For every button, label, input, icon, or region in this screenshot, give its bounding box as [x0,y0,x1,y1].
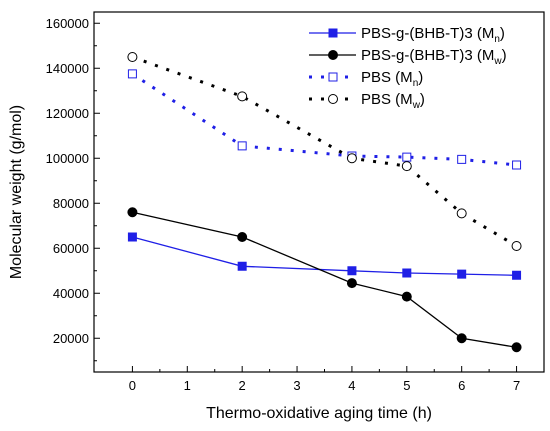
series-2 [127,69,522,170]
data-point-s1-6 [456,333,467,344]
data-point-s0-6 [457,269,467,279]
data-point-s2-0 [127,69,137,79]
x-axis-title: Thermo-oxidative aging time (h) [206,405,432,422]
x-axis: 0 1 2 3 4 5 6 7 [129,366,520,393]
legend-label-3: PBS (Mw) [361,91,425,111]
data-point-s3-7 [511,241,522,251]
legend-item-2: PBS (Mn) [309,69,423,89]
legend-marker-2 [328,72,338,82]
legend-label-1: PBS-g-(BHB-T)3 (Mw) [361,47,507,67]
legend-label-2: PBS (Mn) [361,69,423,89]
data-point-s3-5 [401,161,412,172]
data-point-s1-7 [511,342,522,353]
y-tick-label-120000: 120000 [46,106,89,121]
series-line-2 [131,72,517,167]
data-point-s2-6 [457,154,467,164]
series-3 [127,52,522,251]
series-line-0 [132,236,517,276]
series-0 [127,232,522,280]
x-tick-label-3: 3 [293,378,300,393]
y-axis-title: Molecular weight (g/mol) [8,105,25,279]
x-tick-label-0: 0 [129,378,136,393]
x-tick-label-4: 4 [348,378,355,393]
legend-item-1: PBS-g-(BHB-T)3 (Mw) [309,47,507,67]
y-tick-label-80000: 80000 [53,196,89,211]
legend-label-0: PBS-g-(BHB-T)3 (Mn) [361,25,505,45]
x-tick-label-1: 1 [184,378,191,393]
data-point-s2-7 [512,160,522,170]
legend-marker-0 [328,28,338,38]
data-point-s0-2 [237,261,247,271]
y-tick-label-100000: 100000 [46,151,89,166]
legend-marker-1 [328,50,338,60]
plot-frame [93,11,545,373]
series-layer [127,52,522,353]
data-point-s3-4 [346,153,357,164]
data-point-s1-4 [346,278,357,289]
x-tick-label-7: 7 [513,378,520,393]
y-axis: 20000 40000 60000 80000 100000 120000 140000 16… [46,16,100,362]
data-point-s0-7 [512,270,522,280]
data-point-s0-5 [402,268,412,278]
y-tick-label-160000: 160000 [46,16,89,31]
x-tick-label-2: 2 [239,378,246,393]
data-point-s1-5 [401,291,412,302]
x-tick-label-5: 5 [403,378,410,393]
data-point-s0-4 [347,266,357,276]
series-1 [127,207,522,353]
legend-item-3: PBS (Mw) [309,91,425,111]
series-line-3 [131,55,518,248]
data-point-s0-0 [127,232,137,242]
data-point-s2-2 [237,141,247,151]
y-tick-label-20000: 20000 [53,331,89,346]
legend-marker-3 [328,94,338,104]
data-point-s1-2 [237,232,248,242]
legend-item-0: PBS-g-(BHB-T)3 (Mn) [309,25,505,45]
y-tick-label-140000: 140000 [46,61,89,76]
series-line-1 [132,211,517,348]
legend: PBS-g-(BHB-T)3 (Mn)PBS-g-(BHB-T)3 (Mw)PB… [309,25,507,111]
y-tick-label-60000: 60000 [53,241,89,256]
y-tick-label-40000: 40000 [53,286,89,301]
data-point-s2-5 [402,152,412,162]
data-point-s3-0 [127,52,138,62]
data-point-s1-0 [127,207,138,218]
x-tick-label-6: 6 [458,378,465,393]
data-point-s3-2 [237,91,248,102]
data-point-s3-6 [456,208,467,219]
